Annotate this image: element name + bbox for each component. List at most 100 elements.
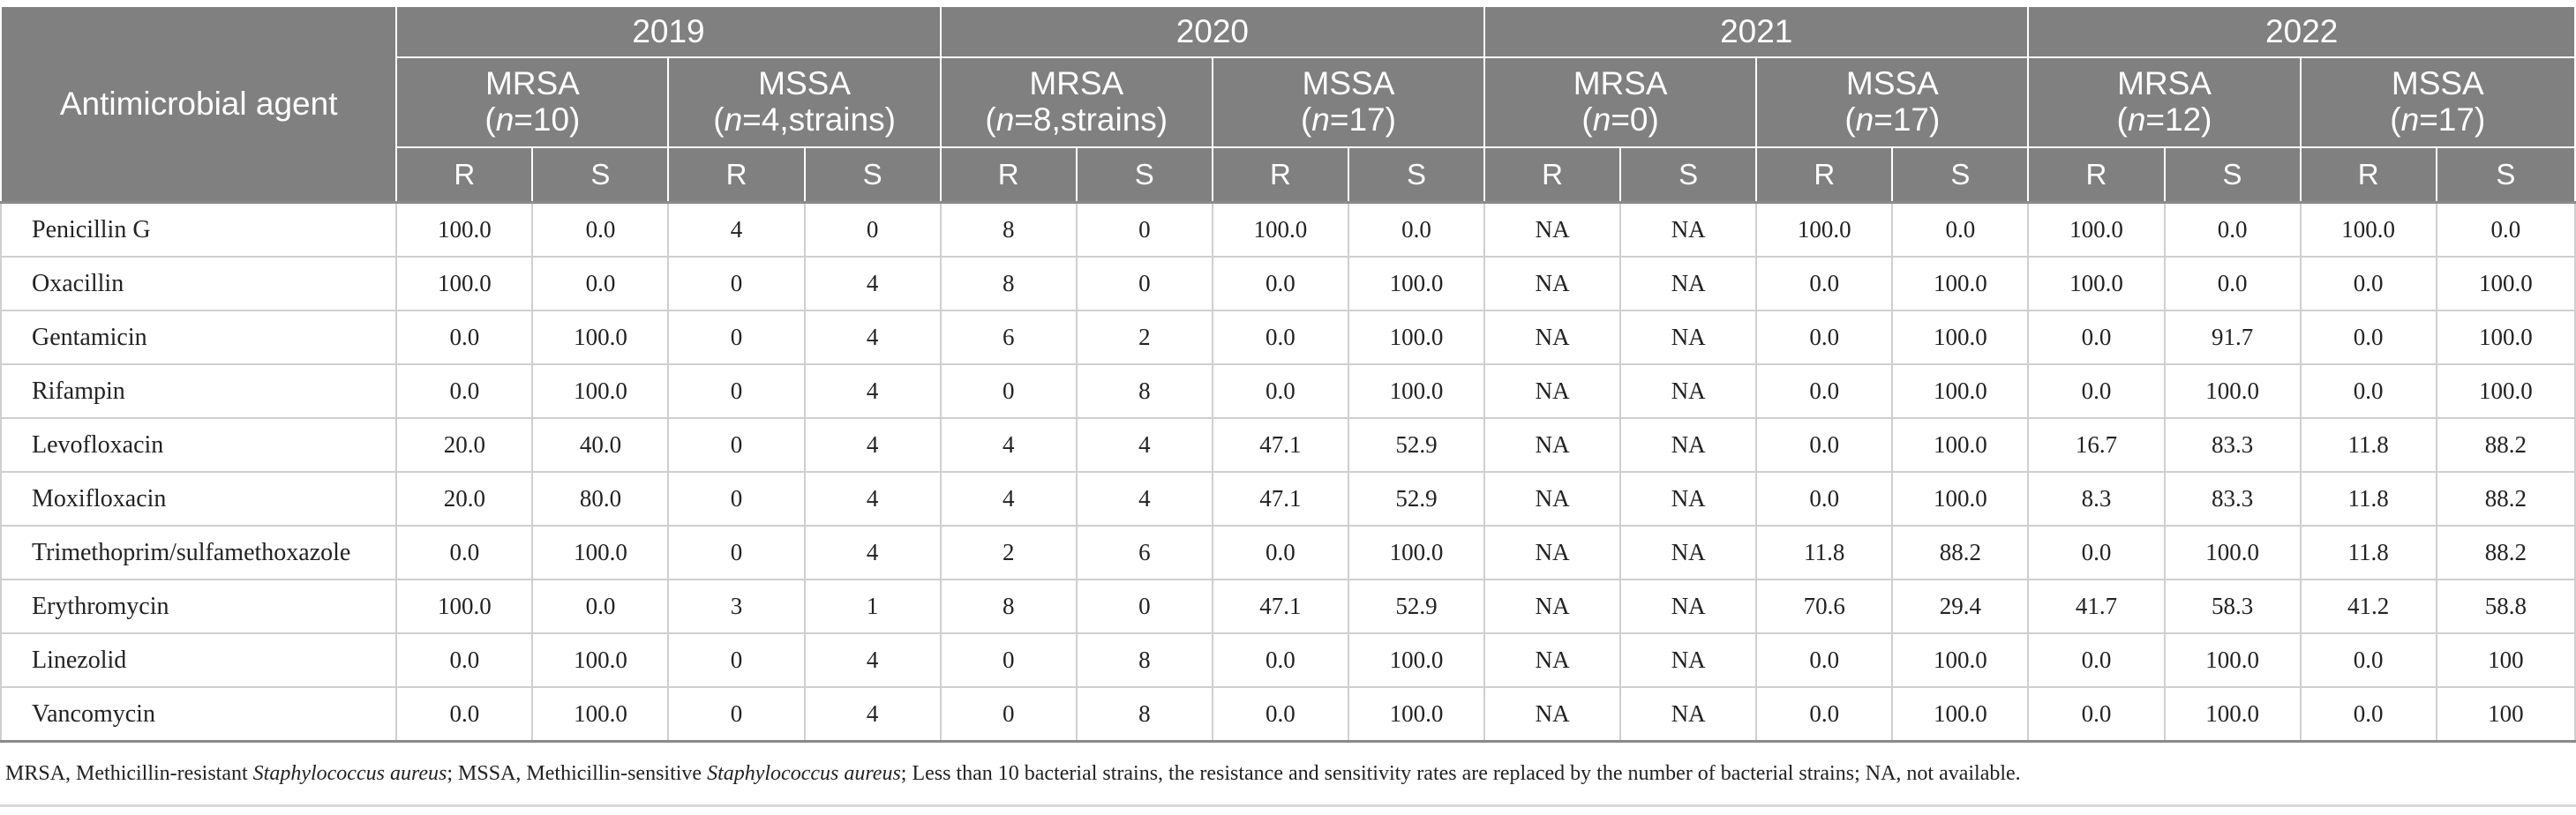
- table-row: Moxifloxacin 20.0 80.0 0 4 4 4 47.1 52.9 NA NA 0.0 1…: [0, 472, 2576, 527]
- resistant-value-cell: 100.0: [2027, 257, 2166, 311]
- resistant-value-cell: 0.0: [395, 310, 534, 365]
- group-count: (n=0): [1581, 101, 1659, 138]
- resistant-value-cell: 0: [939, 364, 1078, 419]
- resistant-value-cell: 0.0: [1755, 633, 1894, 688]
- sensitive-value-cell: 100.0: [1891, 687, 2030, 743]
- group-count-n: n: [1855, 101, 1874, 138]
- resistant-value-cell: 0.0: [395, 526, 534, 580]
- sensitive-value-cell: NA: [1619, 633, 1758, 688]
- sensitive-value-cell: 1: [803, 579, 942, 634]
- table-row: Oxacillin 100.0 0.0 0 4 8 0 0.0 100.0 NA NA 0.0 100.…: [0, 257, 2576, 311]
- resistant-value-cell: 4: [939, 418, 1078, 473]
- group-name: MSSA: [1302, 65, 1395, 102]
- sensitive-value-cell: NA: [1619, 364, 1758, 419]
- resistant-value-cell: 0.0: [2027, 310, 2166, 365]
- year-header-2020: 2020: [939, 5, 1486, 58]
- resistant-header: R: [1483, 146, 1622, 204]
- resistant-value-cell: 0.0: [1755, 418, 1894, 473]
- sensitive-value-cell: 4: [1075, 418, 1213, 473]
- sensitive-value-cell: 0.0: [1347, 201, 1486, 258]
- agent-name-cell: Rifampin: [0, 364, 398, 419]
- sensitive-value-cell: 52.9: [1347, 579, 1486, 634]
- table-row: Vancomycin 0.0 100.0 0 4 0 8 0.0 100.0 NA NA 0.0 100…: [0, 687, 2576, 743]
- resistant-value-cell: 0: [939, 633, 1078, 688]
- group-count: (n=8,strains): [985, 101, 1168, 138]
- group-name: MRSA: [1029, 65, 1124, 102]
- resistant-value-cell: 0: [667, 472, 806, 527]
- group-name: MRSA: [1573, 65, 1668, 102]
- sensitive-value-cell: 91.7: [2163, 310, 2302, 365]
- group-name: MSSA: [1845, 65, 1939, 102]
- sensitive-header: S: [1075, 146, 1213, 204]
- table-row: Gentamicin 0.0 100.0 0 4 6 2 0.0 100.0 NA NA 0.0 100…: [0, 310, 2576, 365]
- resistant-value-cell: 2: [939, 526, 1078, 580]
- sensitive-value-cell: 4: [803, 687, 942, 743]
- sensitive-value-cell: 40.0: [531, 418, 670, 473]
- group-name: MSSA: [758, 65, 851, 102]
- resistant-value-cell: 8.3: [2027, 472, 2166, 527]
- agent-name-cell: Trimethoprim/sulfamethoxazole: [0, 526, 398, 580]
- resistant-value-cell: 0.0: [1211, 257, 1349, 311]
- sensitive-value-cell: 100.0: [2435, 364, 2576, 419]
- resistant-value-cell: 0.0: [2027, 633, 2166, 688]
- sensitive-value-cell: 100.0: [1891, 418, 2030, 473]
- resistant-value-cell: 6: [939, 310, 1078, 365]
- resistant-value-cell: 20.0: [395, 472, 534, 527]
- sensitive-value-cell: 100.0: [531, 310, 670, 365]
- group-header-mssa: MSSA (n=17): [1211, 56, 1486, 148]
- resistant-value-cell: 0.0: [1211, 526, 1349, 580]
- sensitive-value-cell: 100.0: [531, 526, 670, 580]
- agent-name-cell: Moxifloxacin: [0, 472, 398, 527]
- sensitive-value-cell: 88.2: [2435, 418, 2576, 473]
- sensitive-value-cell: 100.0: [531, 364, 670, 419]
- sensitive-value-cell: 80.0: [531, 472, 670, 527]
- agent-name-cell: Levofloxacin: [0, 418, 398, 473]
- group-count-value: =8,strains): [1014, 101, 1168, 138]
- sensitive-value-cell: 100.0: [1891, 472, 2030, 527]
- resistant-value-cell: NA: [1483, 687, 1622, 743]
- sensitive-value-cell: 0.0: [531, 257, 670, 311]
- resistant-value-cell: 70.6: [1755, 579, 1894, 634]
- resistant-value-cell: 0: [667, 310, 806, 365]
- resistant-value-cell: 8: [939, 257, 1078, 311]
- resistant-value-cell: 0.0: [2299, 257, 2437, 311]
- resistant-value-cell: 0.0: [2027, 364, 2166, 419]
- group-name: MRSA: [2117, 65, 2212, 102]
- resistant-header: R: [667, 146, 806, 204]
- sensitive-value-cell: 8: [1075, 364, 1213, 419]
- group-count-n: n: [495, 101, 514, 138]
- resistant-value-cell: 47.1: [1211, 579, 1349, 634]
- sensitive-value-cell: 100: [2435, 633, 2576, 688]
- sensitive-value-cell: 4: [803, 257, 942, 311]
- resistant-value-cell: 11.8: [2299, 472, 2437, 527]
- sensitive-value-cell: 100.0: [1347, 257, 1486, 311]
- sensitive-header: S: [803, 146, 942, 204]
- group-header-mrsa: MRSA (n=12): [2027, 56, 2302, 148]
- sensitive-header: S: [2163, 146, 2302, 204]
- agent-name-cell: Erythromycin: [0, 579, 398, 634]
- sensitive-value-cell: NA: [1619, 687, 1758, 743]
- table-row: Linezolid 0.0 100.0 0 4 0 8 0.0 100.0 NA NA 0.0 100.…: [0, 633, 2576, 688]
- group-count-n: n: [995, 101, 1015, 138]
- sensitive-value-cell: 100.0: [531, 687, 670, 743]
- sensitive-value-cell: 83.3: [2163, 418, 2302, 473]
- sensitive-value-cell: 52.9: [1347, 418, 1486, 473]
- year-header-2021: 2021: [1483, 5, 2030, 58]
- group-header-mssa: MSSA (n=4,strains): [667, 56, 942, 148]
- agent-column-header: Antimicrobial agent: [0, 5, 398, 204]
- resistant-value-cell: 41.2: [2299, 579, 2437, 634]
- resistant-value-cell: 0.0: [1755, 687, 1894, 743]
- year-header-2022: 2022: [2027, 5, 2576, 58]
- resistant-value-cell: 11.8: [2299, 526, 2437, 580]
- sensitive-value-cell: 100.0: [1891, 310, 2030, 365]
- year-header-2019: 2019: [395, 5, 942, 58]
- resistant-value-cell: 16.7: [2027, 418, 2166, 473]
- sensitive-header: S: [1619, 146, 1758, 204]
- group-header-mrsa: MRSA (n=0): [1483, 56, 1758, 148]
- sensitive-value-cell: 100.0: [1891, 364, 2030, 419]
- resistant-value-cell: NA: [1483, 364, 1622, 419]
- sensitive-value-cell: 4: [803, 633, 942, 688]
- sensitive-value-cell: 100.0: [2163, 364, 2302, 419]
- resistant-value-cell: 0.0: [1755, 257, 1894, 311]
- resistant-value-cell: 0.0: [1211, 364, 1349, 419]
